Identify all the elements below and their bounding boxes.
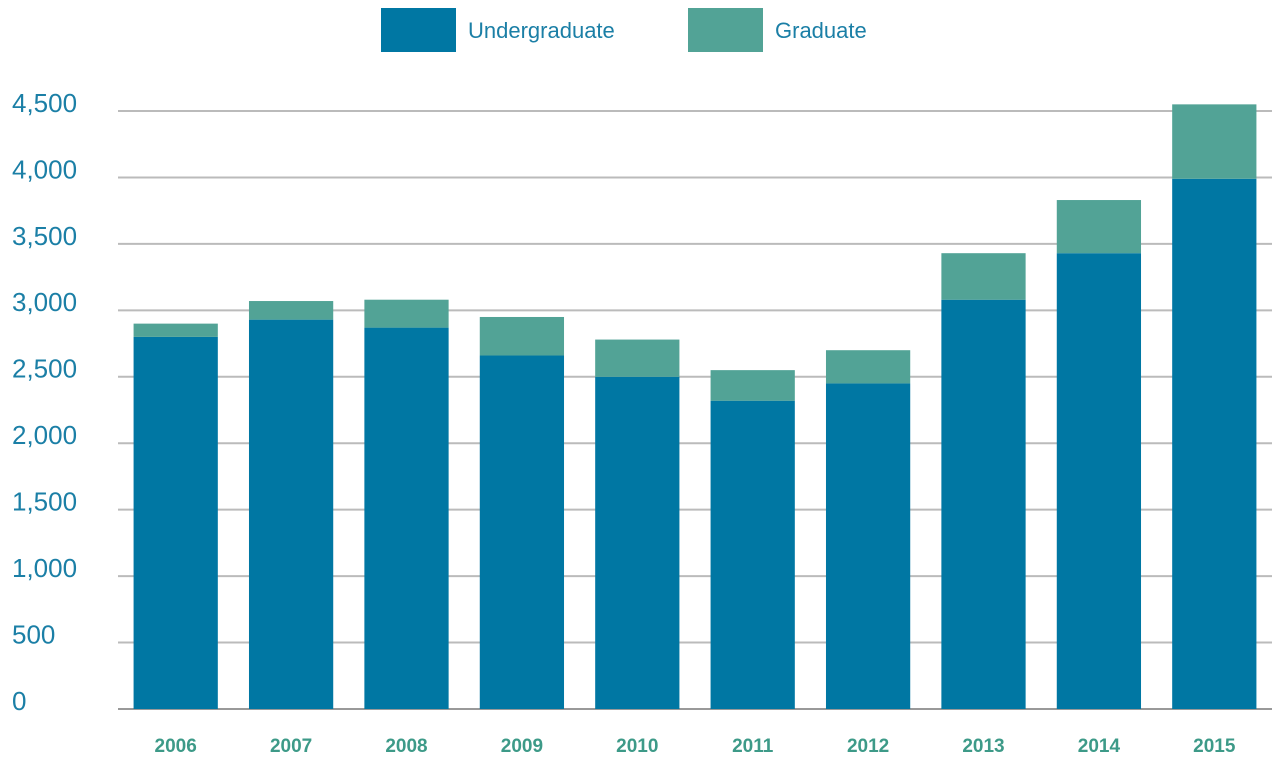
bar-segment bbox=[710, 370, 795, 401]
y-tick-label: 4,000 bbox=[12, 154, 77, 184]
bar-segment bbox=[364, 299, 449, 328]
bar-segment bbox=[941, 253, 1026, 300]
bar-segment bbox=[364, 327, 449, 709]
bar-segment bbox=[1056, 200, 1142, 254]
bar-segment bbox=[825, 383, 911, 709]
x-tick-label: 2008 bbox=[385, 736, 427, 757]
bar-segment bbox=[479, 355, 565, 709]
bar-segment bbox=[710, 400, 795, 709]
bar-segment bbox=[595, 376, 680, 709]
y-tick-label: 3,500 bbox=[12, 221, 77, 251]
x-tick-label: 2011 bbox=[732, 736, 774, 757]
legend-swatch bbox=[688, 8, 763, 52]
x-tick-label: 2012 bbox=[847, 736, 889, 757]
x-tick-label: 2014 bbox=[1078, 736, 1121, 757]
y-tick-label: 3,000 bbox=[12, 287, 77, 317]
y-tick-label: 4,500 bbox=[12, 88, 77, 118]
bar-segment bbox=[133, 336, 218, 709]
bar-segment bbox=[1172, 104, 1257, 179]
legend-label: Undergraduate bbox=[468, 18, 615, 43]
y-tick-label: 1,000 bbox=[12, 553, 77, 583]
y-tick-label: 500 bbox=[12, 619, 55, 649]
x-tick-label: 2006 bbox=[155, 736, 197, 757]
legend-label: Graduate bbox=[775, 18, 867, 43]
bar-segment bbox=[941, 299, 1026, 709]
bar-segment bbox=[1172, 178, 1257, 710]
bar-segment bbox=[133, 323, 218, 337]
bar-segment bbox=[1056, 253, 1142, 710]
legend-swatch bbox=[381, 8, 456, 52]
y-tick-label: 2,500 bbox=[12, 354, 77, 384]
bar-segment bbox=[248, 301, 334, 320]
bar-segment bbox=[825, 350, 911, 384]
x-tick-label: 2007 bbox=[270, 736, 312, 757]
y-tick-label: 0 bbox=[12, 686, 26, 716]
y-tick-label: 2,000 bbox=[12, 420, 77, 450]
bar-segment bbox=[248, 319, 334, 709]
bar-segment bbox=[479, 316, 565, 356]
bar-segment bbox=[595, 339, 680, 377]
x-tick-label: 2010 bbox=[616, 736, 658, 757]
x-tick-label: 2015 bbox=[1193, 736, 1236, 757]
y-tick-label: 1,500 bbox=[12, 487, 77, 517]
x-tick-label: 2013 bbox=[962, 736, 1004, 757]
x-tick-label: 2009 bbox=[501, 736, 543, 757]
